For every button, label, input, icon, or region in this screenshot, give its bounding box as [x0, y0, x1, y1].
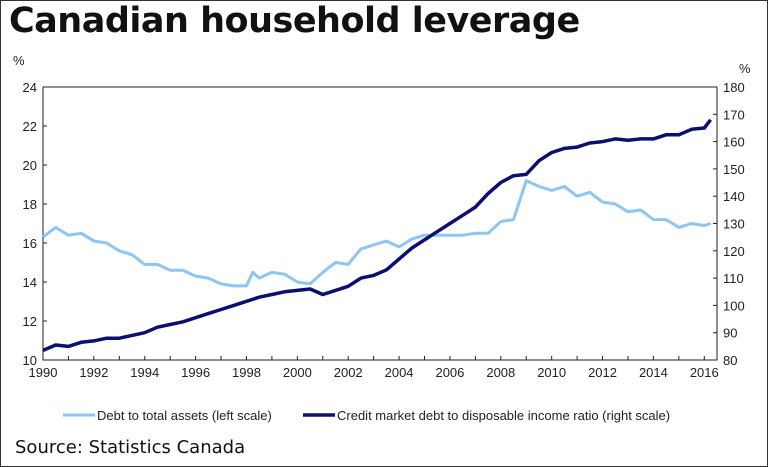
y-left-tick-label: 12	[23, 314, 37, 329]
y-right-tick-label: 100	[723, 298, 745, 313]
y-right-tick-label: 170	[723, 107, 745, 122]
y-right-tick-label: 80	[723, 353, 737, 368]
y-left-tick-label: 18	[23, 197, 37, 212]
x-tick-label: 1994	[130, 365, 159, 380]
y-left-axis-label: %	[13, 53, 25, 68]
y-left-tick-label: 24	[23, 80, 37, 95]
x-tick-label: 2006	[435, 365, 464, 380]
x-tick-label: 2000	[283, 365, 312, 380]
legend-label: Credit market debt to disposable income …	[337, 408, 670, 423]
y-left-tick-label: 14	[23, 275, 37, 290]
x-tick-label: 2010	[537, 365, 566, 380]
x-tick-label: 2008	[486, 365, 515, 380]
chart-title: Canadian household leverage	[9, 1, 580, 41]
x-tick-label: 2004	[385, 365, 414, 380]
y-left-tick-label: 10	[23, 353, 37, 368]
y-right-tick-label: 150	[723, 162, 745, 177]
series-line-1	[42, 179, 712, 288]
x-tick-label: 2012	[588, 365, 617, 380]
y-left-tick-label: 16	[23, 236, 37, 251]
y-right-tick-label: 160	[723, 135, 745, 150]
plot-area	[42, 86, 718, 361]
x-tick-label: 1998	[232, 365, 261, 380]
y-right-tick-label: 120	[723, 244, 745, 259]
y-right-tick-label: 130	[723, 217, 745, 232]
x-tick-label: 2002	[334, 365, 363, 380]
legend-label: Debt to total assets (left scale)	[97, 408, 272, 423]
y-right-tick-label: 110	[723, 271, 744, 286]
series-line-2	[42, 118, 712, 353]
x-tick-label: 1990	[29, 365, 58, 380]
x-tick-label: 1996	[181, 365, 210, 380]
y-right-tick-label: 180	[723, 80, 745, 95]
x-tick-label: 2016	[690, 365, 719, 380]
y-right-tick-label: 140	[723, 189, 745, 204]
y-left-tick-label: 22	[23, 119, 37, 134]
x-tick-label: 1992	[79, 365, 108, 380]
x-tick-label: 2014	[639, 365, 668, 380]
source-note: Source: Statistics Canada	[15, 437, 246, 458]
y-right-axis-label: %	[739, 61, 751, 76]
y-right-tick-label: 90	[723, 326, 737, 341]
y-left-tick-label: 20	[23, 158, 37, 173]
